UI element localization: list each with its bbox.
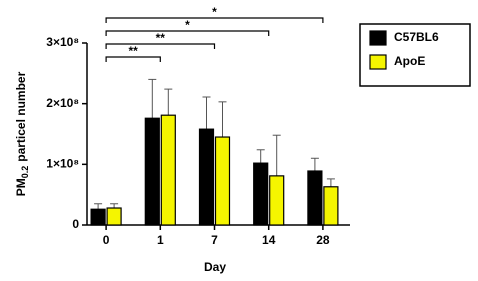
- significance-label: *: [185, 18, 190, 32]
- bar: [307, 170, 323, 226]
- bar: [269, 175, 285, 226]
- y-label-rest: particel number: [14, 71, 28, 161]
- legend-label: ApoE: [394, 54, 425, 68]
- y-label-main: PM: [14, 178, 28, 196]
- bar: [253, 162, 269, 226]
- y-tick-label: 3×10⁸: [46, 35, 79, 49]
- significance-label: *: [212, 5, 217, 19]
- significance-bracket: [105, 43, 216, 49]
- bar: [106, 207, 122, 226]
- x-tick-label: 28: [316, 233, 330, 247]
- significance-bracket: [105, 17, 324, 23]
- significance-label: **: [156, 31, 166, 45]
- legend-box: [359, 23, 471, 87]
- bar: [198, 128, 215, 226]
- legend-swatch: [369, 30, 387, 46]
- bar: [144, 117, 160, 226]
- significance-label: **: [129, 44, 139, 58]
- legend-swatch: [369, 54, 387, 70]
- significance-bracket: [105, 30, 270, 36]
- significance-bracket: [105, 56, 161, 62]
- y-label-sub: 0.2: [20, 166, 30, 179]
- x-tick-label: 7: [211, 233, 218, 247]
- x-tick-label: 0: [103, 233, 110, 247]
- y-tick-label: 2×10⁸: [46, 96, 79, 110]
- y-tick-label: 0: [72, 217, 79, 231]
- bar: [90, 208, 106, 226]
- bar: [214, 136, 231, 226]
- x-tick-label: 1: [157, 233, 164, 247]
- legend-label: C57BL6: [394, 30, 439, 44]
- bar: [323, 186, 339, 226]
- y-axis-label: PM0.2 particel number: [14, 71, 30, 196]
- x-tick-label: 14: [262, 233, 276, 247]
- x-axis-label: Day: [204, 260, 226, 274]
- bar: [160, 114, 176, 226]
- y-tick-label: 1×10⁸: [46, 157, 79, 171]
